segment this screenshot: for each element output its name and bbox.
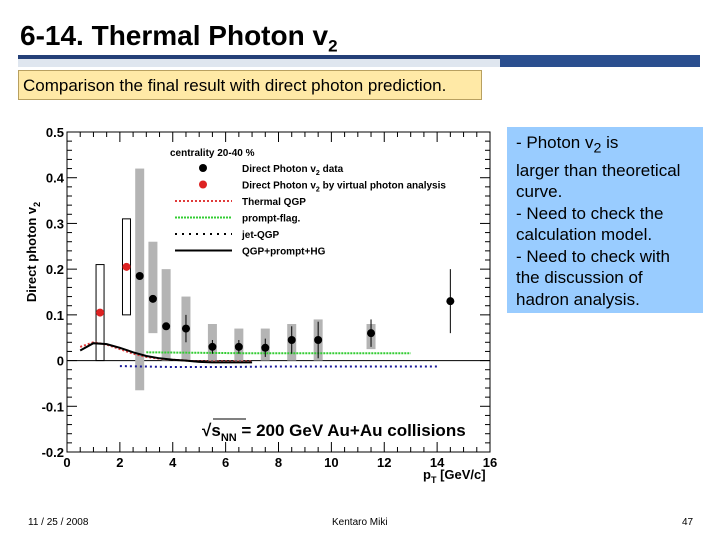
x-tick-label: 2: [116, 455, 123, 470]
title-main: 6-14. Thermal Photon v: [20, 20, 329, 51]
title-accent-light: [18, 59, 500, 67]
x-tick-label: 4: [169, 455, 177, 470]
syst-band: [161, 269, 171, 361]
data-point: [446, 297, 455, 306]
data-point: [367, 329, 376, 338]
legend-header: centrality 20-40 %: [170, 148, 255, 159]
data-point: [148, 294, 157, 303]
x-tick-label: 14: [430, 455, 445, 470]
note-line: - Need to check with: [516, 246, 671, 266]
note-line: the discussion of: [516, 268, 643, 288]
data-point: [208, 342, 217, 351]
data-point: [135, 272, 144, 280]
legend-label: Direct Photon v2 data: [242, 164, 344, 177]
data-point: [314, 336, 323, 344]
footer-date: 11 / 25 / 2008: [28, 517, 89, 528]
subtitle-banner: Comparison the final result with direct …: [18, 70, 482, 100]
notes-box: - Photon v2 is larger than theoretical c…: [507, 127, 703, 313]
prompt-flag-curve: [146, 351, 411, 355]
virtual-data-point: [122, 262, 131, 271]
title-accent: [500, 55, 700, 67]
x-axis-label: pT [GeV/c]: [423, 467, 486, 485]
y-tick-label: 0.2: [46, 262, 64, 277]
legend-label: jet-QGP: [241, 230, 280, 241]
y-tick-label: -0.1: [42, 399, 64, 414]
legend-marker-black-dot: [199, 164, 207, 172]
x-tick-label: 10: [324, 455, 338, 470]
y-tick-label: 0: [57, 354, 64, 369]
footer-page-number: 47: [682, 517, 694, 528]
data-point: [181, 324, 190, 333]
title-rule: [18, 55, 700, 59]
legend-marker-red-dot: [199, 180, 207, 189]
y-axis-label: Direct photon v2: [24, 202, 42, 302]
x-tick-label: 16: [483, 455, 497, 470]
legend-label: Thermal QGP: [242, 197, 306, 208]
legend-label: prompt-flag.: [242, 214, 301, 225]
x-tick-label: 0: [63, 455, 70, 470]
y-tick-label: 0.4: [46, 171, 65, 186]
y-tick-label: 0.3: [46, 216, 64, 231]
syst-band: [148, 241, 158, 334]
x-tick-label: 8: [275, 455, 282, 470]
v2-chart: -0.2 -0.1 0 0.1 0.2 0.3 0.4 0.5 0 2 4 6 8 10 12 14 16 Dir…: [24, 125, 497, 485]
collision-annotation: √sNN = 200 GeV Au+Au collisions: [202, 421, 466, 444]
y-tick-label: 0.1: [46, 308, 64, 323]
data-point: [261, 343, 270, 352]
note-line: calculation model.: [516, 225, 653, 245]
title-subscript: 2: [328, 36, 338, 56]
note-line: larger than theoretical: [516, 160, 681, 180]
legend-label: Direct Photon v2 by virtual photon analy…: [242, 181, 446, 194]
data-point: [162, 322, 171, 331]
y-tick-label: 0.5: [46, 125, 64, 140]
note-line: - Photon v2 is: [516, 133, 619, 157]
y-tick-label: -0.2: [42, 445, 64, 460]
note-line: curve.: [516, 182, 563, 202]
x-tick-label: 12: [377, 455, 391, 470]
data-point: [234, 342, 243, 351]
page-title: 6-14. Thermal Photon v2: [20, 20, 338, 57]
note-line: - Need to check the: [516, 203, 664, 223]
note-line: hadron analysis.: [516, 289, 640, 309]
qgp-prompt-hg-curve: [79, 342, 253, 364]
footer-author: Kentaro Miki: [332, 517, 388, 528]
x-tick-label: 6: [222, 455, 229, 470]
jet-qgp-curve: [119, 365, 438, 368]
legend-label: QGP+prompt+HG: [242, 247, 326, 258]
virtual-data-point: [96, 308, 105, 317]
data-point: [287, 336, 296, 344]
